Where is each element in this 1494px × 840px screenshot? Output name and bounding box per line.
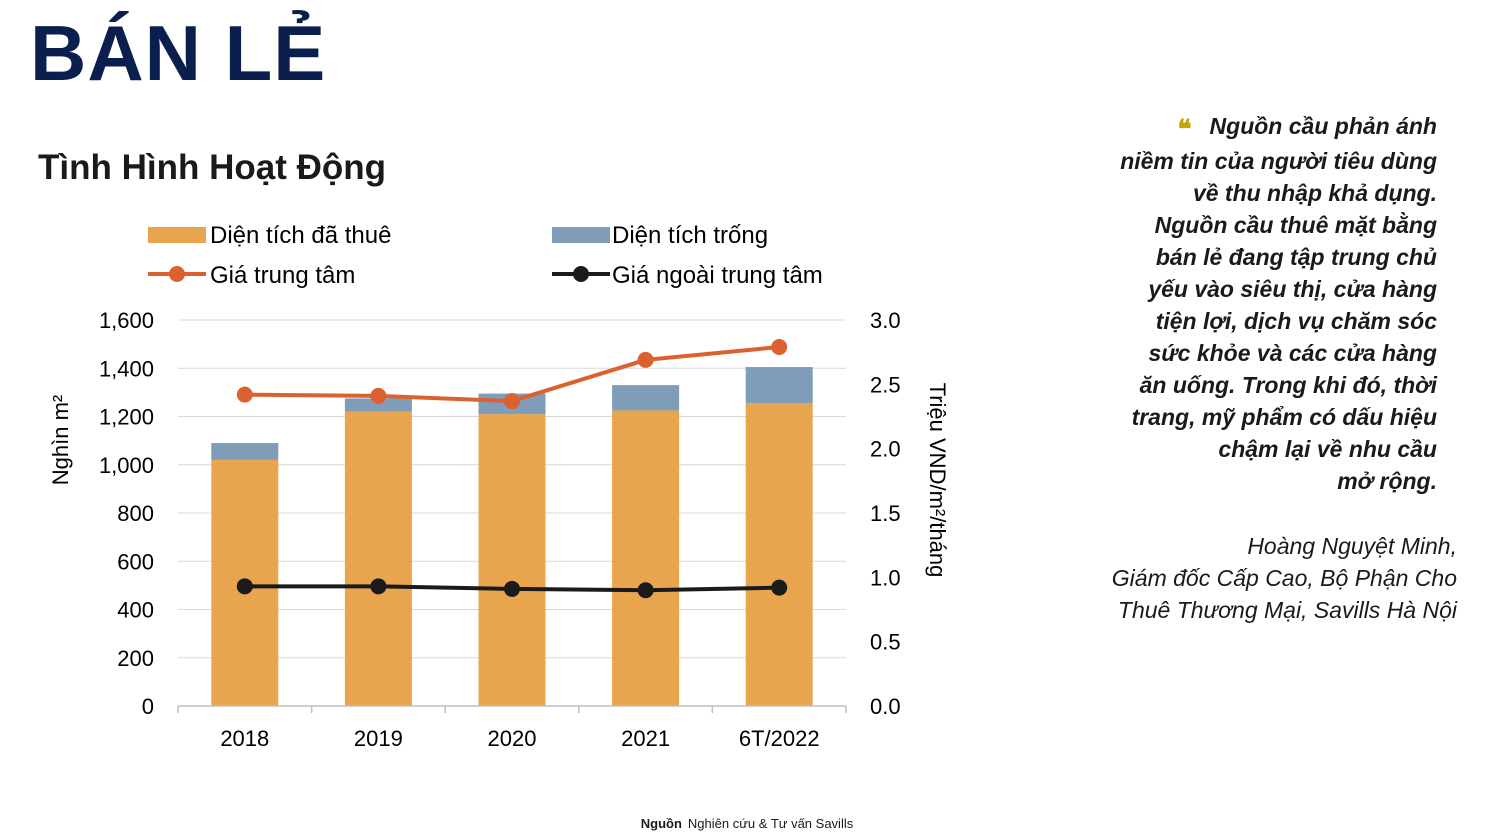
chart-heading: Tình Hình Hoạt Động (38, 148, 386, 187)
quote-line: chậm lại về nhu cầu (1218, 436, 1437, 462)
legend-marker-center (169, 266, 185, 282)
bar-vacant (745, 367, 813, 404)
performance-chart: 0 200 400 600 800 1,000 1,200 1,400 1,600 0.0 0.5 1… (48, 222, 950, 751)
bar-vacant (344, 398, 412, 412)
y2-tick-label: 0.0 (870, 694, 901, 719)
outside-price-point (637, 582, 654, 599)
author-line: Giám đốc Cấp Cao, Bộ Phận Cho (1111, 565, 1457, 591)
legend-label-vacant: Diện tích trống (612, 222, 768, 249)
legend-label-outside: Giá ngoài trung tâm (612, 262, 823, 289)
bar-vacant (612, 385, 680, 411)
legend-label-leased: Diện tích đã thuê (210, 222, 391, 249)
legend-label-center: Giá trung tâm (210, 262, 355, 289)
x-tick-label: 2019 (354, 726, 403, 751)
y2-tick-label: 1.0 (870, 565, 901, 590)
bar-leased (612, 410, 680, 706)
y-tick-label: 200 (117, 646, 154, 671)
quote-line: sức khỏe và các cửa hàng (1148, 340, 1437, 366)
quote-line: mở rộng. (1337, 468, 1437, 494)
center-price-point (236, 386, 253, 403)
source-label: Nguồn (640, 816, 682, 831)
bar-leased (344, 411, 412, 706)
y-tick-label: 800 (117, 501, 154, 526)
y-tick-label: 400 (117, 598, 154, 623)
y2-tick-label: 3.0 (870, 308, 901, 333)
center-price-point (771, 339, 788, 356)
y2-tick-label: 2.0 (870, 437, 901, 462)
quote-line: trang, mỹ phẩm có dấu hiệu (1131, 404, 1437, 430)
legend-swatch-leased (148, 227, 206, 243)
quote-icon: ❝ (1177, 114, 1192, 144)
page-title: BÁN LẺ (30, 9, 327, 97)
outside-price-point (771, 579, 788, 596)
y-tick-label: 1,600 (99, 308, 154, 333)
quote-line: niềm tin của người tiêu dùng (1120, 148, 1437, 174)
author-line: Hoàng Nguyệt Minh, (1247, 533, 1457, 559)
quote-line: ăn uống. Trong khi đó, thời (1139, 372, 1437, 398)
outside-price-point (370, 578, 387, 595)
source-note: Nguồn Nghiên cứu & Tư vấn Savills (0, 816, 1494, 831)
y-tick-label: 600 (117, 549, 154, 574)
x-tick-label: 2020 (488, 726, 537, 751)
quote-line: Nguồn cầu phản ánh (1209, 113, 1437, 139)
y-axis-title: Nghìn m² (48, 395, 73, 485)
legend-swatch-vacant (552, 227, 610, 243)
center-price-point (504, 393, 520, 410)
y2-tick-label: 0.5 (870, 630, 901, 655)
quote-line: về thu nhập khả dụng. (1192, 180, 1437, 206)
x-tick-label: 6T/2022 (739, 726, 820, 751)
y-tick-label: 1,400 (99, 356, 154, 381)
quote-line: bán lẻ đang tập trung chủ (1155, 244, 1437, 270)
y-tick-label: 1,200 (99, 405, 154, 430)
y2-tick-label: 2.5 (870, 372, 901, 397)
y-tick-label: 1,000 (99, 453, 154, 478)
x-tick-label: 2021 (621, 726, 670, 751)
center-price-point (637, 351, 654, 368)
y-tick-label: 0 (142, 694, 154, 719)
x-tick-label: 2018 (220, 726, 269, 751)
quote-line: tiện lợi, dịch vụ chăm sóc (1155, 308, 1437, 334)
quote-author: Hoàng Nguyệt Minh, Giám đốc Cấp Cao, Bộ P… (1020, 530, 1457, 626)
center-price-point (370, 387, 387, 404)
bar-leased (745, 403, 813, 706)
bar-vacant (211, 443, 279, 460)
y2-tick-label: 1.5 (870, 501, 901, 526)
quote-line: yếu vào siêu thị, cửa hàng (1148, 276, 1437, 302)
author-line: Thuê Thương Mại, Savills Hà Nội (1117, 597, 1457, 623)
bar-leased (478, 414, 546, 706)
legend-marker-outside (573, 266, 589, 282)
outside-price-point (504, 580, 520, 597)
outside-price-point (236, 578, 253, 595)
center-price-line (244, 345, 780, 404)
quote-line: Nguồn cầu thuê mặt bằng (1154, 212, 1437, 238)
y2-axis-title: Triệu VND/m²/tháng (925, 383, 950, 578)
quote-block: ❝ Nguồn cầu phản ánh niềm tin của người ti… (1040, 110, 1437, 497)
quote-text: Nguồn cầu phản ánh niềm tin của người tiê… (1120, 113, 1437, 494)
source-text: Nghiên cứu & Tư vấn Savills (687, 816, 854, 831)
